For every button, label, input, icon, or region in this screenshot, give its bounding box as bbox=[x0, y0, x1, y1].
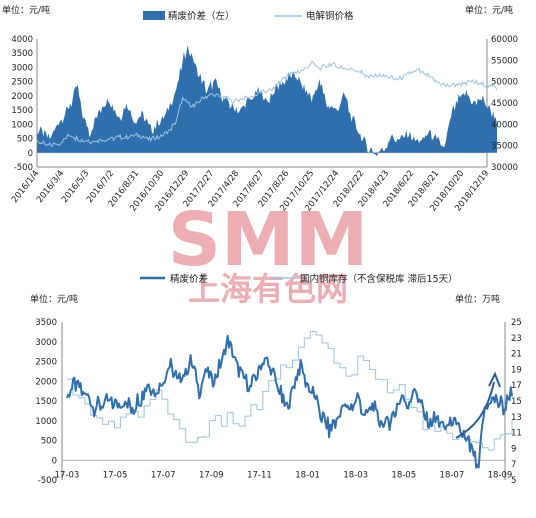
chart1-right-tick-label: 35000 bbox=[491, 142, 518, 152]
chart1-unit-right: 单位：元/吨 bbox=[465, 4, 513, 16]
chart2-right-tick-label: 17 bbox=[511, 381, 522, 391]
chart2-right-tick-label: 5 bbox=[511, 476, 516, 486]
chart2-right-tick-label: 9 bbox=[511, 444, 516, 454]
chart2-right-tick-label: 11 bbox=[511, 429, 522, 439]
chart2-left-tick-label: 0 bbox=[52, 456, 57, 466]
chart1-left-tick-label: 4000 bbox=[11, 35, 33, 45]
chart2-left-tick-label: 500 bbox=[41, 437, 57, 447]
chart1-left-tick-label: 1000 bbox=[11, 120, 33, 130]
chart2-x-tick-label: 18-01 bbox=[295, 470, 320, 480]
chart2-left-tick-label: 1000 bbox=[35, 417, 57, 427]
chart1-right-tick-label: 30000 bbox=[491, 163, 518, 173]
chart2-left-tick-label: 3000 bbox=[35, 338, 57, 348]
chart2-x-tick-label: 17-05 bbox=[103, 470, 128, 480]
chart2-x-tick-label: 18-03 bbox=[343, 470, 368, 480]
chart-spread-vs-price: 单位：元/吨 单位：元/吨 精废价差（左） 电解铜价格 -500 0 500 1000… bbox=[2, 4, 518, 213]
chart2-right-tick-label: 25 bbox=[511, 318, 522, 328]
chart1-right-tick-label: 40000 bbox=[491, 120, 518, 130]
chart2-x-tick-label: 18-07 bbox=[440, 470, 465, 480]
chart2-left-tick-label: 3500 bbox=[35, 318, 57, 328]
chart1-unit-left: 单位：元/吨 bbox=[2, 4, 50, 16]
chart2-left-tick-label: 2500 bbox=[35, 358, 57, 368]
chart2-right-tick-label: 23 bbox=[511, 334, 522, 344]
chart2-x-tick-label: 17-03 bbox=[55, 470, 80, 480]
chart2-x-tick-label: 18-09 bbox=[488, 470, 513, 480]
chart2-inventory-line-path bbox=[67, 331, 513, 451]
chart1-right-tick-label: 60000 bbox=[491, 35, 518, 45]
chart1-left-tick-label: 2500 bbox=[11, 78, 33, 88]
chart2-left-tick-label: -500 bbox=[38, 476, 57, 486]
watermark: SMM 上海有色网 bbox=[168, 197, 369, 308]
chart2-trend-arrow bbox=[455, 381, 495, 439]
watermark-brand: SMM bbox=[168, 197, 369, 283]
chart-spread-vs-inventory: 精废价差 国内铜库存（不含保税库 滞后15天） 单位：元/吨 单位：万吨 -50… bbox=[30, 273, 522, 486]
chart1-right-tick-label: 55000 bbox=[491, 56, 518, 66]
chart1-left-tick-label: 1500 bbox=[11, 106, 33, 116]
chart1-legend-area-label: 精废价差（左） bbox=[168, 10, 235, 22]
chart2-unit-right: 单位：万吨 bbox=[455, 293, 500, 305]
chart2-right-tick-label: 15 bbox=[511, 397, 522, 407]
watermark-subtitle: 上海有色网 bbox=[188, 270, 348, 308]
chart1-price-line-path bbox=[36, 60, 498, 148]
chart1-left-tick-label: 2000 bbox=[11, 92, 33, 102]
chart1-left-tick-label: 3000 bbox=[11, 63, 33, 73]
chart1-left-tick-label: -500 bbox=[14, 163, 33, 173]
chart2-legend-s2-label: 国内铜库存（不含保税库 滞后15天） bbox=[300, 273, 458, 285]
chart1-legend-line-label: 电解铜价格 bbox=[306, 10, 354, 22]
chart2-x-tick-label: 17-07 bbox=[151, 470, 176, 480]
chart2-legend: 精废价差 国内铜库存（不含保税库 滞后15天） bbox=[140, 273, 458, 285]
chart1-left-tick-label: 0 bbox=[28, 149, 33, 159]
chart2-inventory-line bbox=[67, 331, 513, 451]
chart1-spread-area-path bbox=[37, 45, 497, 157]
chart2-unit-left: 单位：元/吨 bbox=[30, 293, 78, 305]
chart2-left-tick-label: 2000 bbox=[35, 377, 57, 387]
chart2-x-tick-label: 17-09 bbox=[199, 470, 224, 480]
chart1-left-tick-label: 3500 bbox=[11, 49, 33, 59]
chart1-right-tick-label: 45000 bbox=[491, 99, 518, 109]
chart2-right-tick-label: 21 bbox=[511, 350, 522, 360]
chart2-right-tick-label: 13 bbox=[511, 413, 522, 423]
chart1-legend: 精废价差（左） 电解铜价格 bbox=[143, 10, 354, 22]
chart2-x-tick-label: 17-11 bbox=[247, 470, 272, 480]
chart1-legend-area-swatch bbox=[143, 11, 165, 20]
chart2-right-tick-label: 19 bbox=[511, 365, 522, 375]
chart1-right-tick-label: 50000 bbox=[491, 78, 518, 88]
chart2-trend-arrowhead bbox=[488, 371, 501, 388]
chart2-spread-line-path bbox=[66, 334, 513, 469]
chart2-right-tick-label: 7 bbox=[511, 460, 516, 470]
chart1-left-tick-label: 500 bbox=[17, 135, 33, 145]
chart2-left-tick-label: 1500 bbox=[35, 397, 57, 407]
chart2-legend-s1-label: 精废价差 bbox=[170, 273, 208, 285]
chart1-spread-area bbox=[37, 45, 497, 157]
chart1-price-line bbox=[36, 60, 498, 148]
chart2-spread-line bbox=[66, 334, 513, 469]
chart2-x-tick-label: 18-05 bbox=[391, 470, 416, 480]
